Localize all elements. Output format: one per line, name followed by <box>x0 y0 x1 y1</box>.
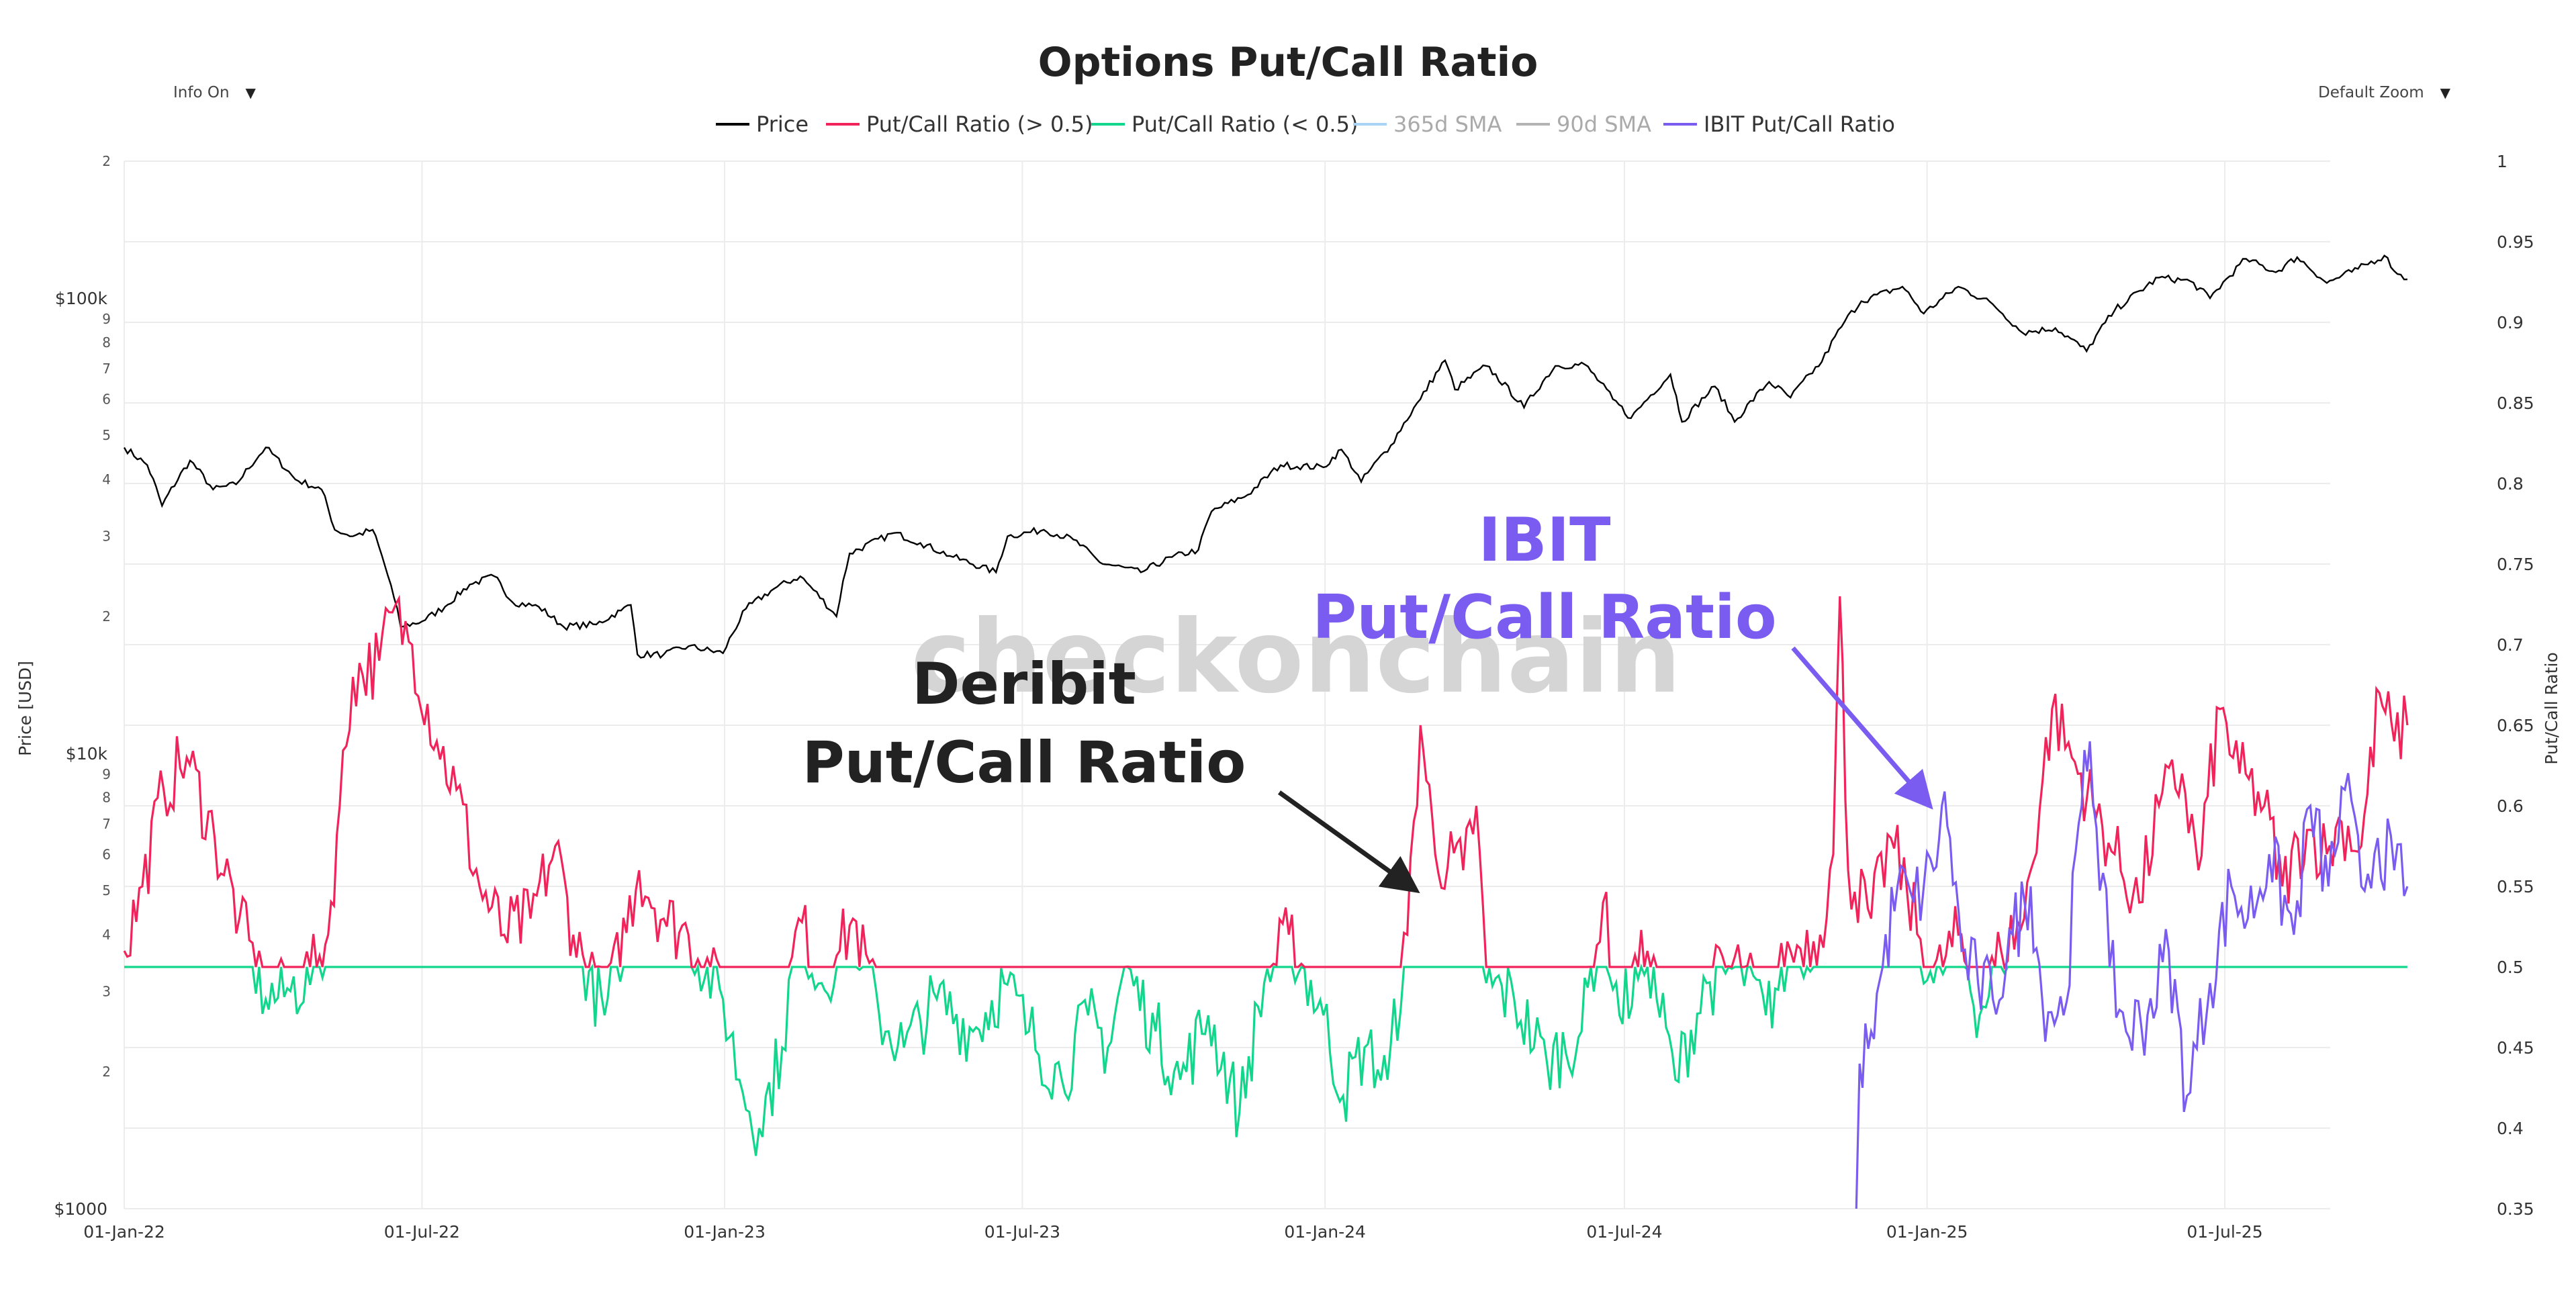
y-right-tick-label: 0.5 <box>2497 958 2524 977</box>
legend: Price Put/Call Ratio (> 0.5) Put/Call Rati… <box>716 111 1895 137</box>
x-tick-label: 01-Jul-25 <box>2187 1222 2262 1242</box>
y-left-tick-label: $1000 <box>54 1199 107 1219</box>
y-right-tick-label: 0.7 <box>2497 635 2524 655</box>
annotation-ibit-line1: IBIT <box>1479 505 1611 575</box>
y-left-minor-tick-label: 4 <box>102 471 111 488</box>
y-right-tick-label: 0.35 <box>2497 1199 2534 1219</box>
y-axis-right-label: Put/Call Ratio <box>2542 652 2561 765</box>
y-right-tick-label: 0.95 <box>2497 232 2534 252</box>
x-tick-label: 01-Jul-23 <box>984 1222 1060 1242</box>
x-tick-label: 01-Jan-23 <box>684 1222 766 1242</box>
y-left-minor-tick-label: 9 <box>102 311 111 327</box>
y-left-minor-tick-label: 2 <box>102 153 111 169</box>
caret-down-icon: ▼ <box>245 85 256 101</box>
y-right-tick-label: 0.55 <box>2497 877 2534 896</box>
legend-label: Price <box>756 111 809 137</box>
y-left-minor-tick-label: 8 <box>102 790 111 806</box>
y-left-minor-tick-label: 4 <box>102 927 111 943</box>
legend-label: IBIT Put/Call Ratio <box>1704 111 1895 137</box>
y-left-minor-tick-label: 2 <box>102 1064 111 1080</box>
zoom-select-dropdown[interactable]: Default Zoom ▼ <box>2306 74 2469 111</box>
x-tick-label: 01-Jul-22 <box>384 1222 460 1242</box>
y-left-minor-tick-label: 7 <box>102 361 111 377</box>
y-right-tick-label: 0.75 <box>2497 555 2534 574</box>
annotation-ibit-arrow <box>1791 646 1933 810</box>
y-right-tick-label: 0.8 <box>2497 474 2524 494</box>
y-right-tick-label: 0.4 <box>2497 1119 2524 1138</box>
y-right-tick-label: 0.6 <box>2497 796 2524 816</box>
series-layer <box>123 254 2409 1209</box>
pcr-above-line <box>123 594 2409 970</box>
x-tick-label: 01-Jan-25 <box>1886 1222 1968 1242</box>
y-left-tick-label: $10k <box>66 744 108 763</box>
y-left-minor-tick-label: 9 <box>102 766 111 782</box>
caret-down-icon: ▼ <box>2440 85 2451 101</box>
x-tick-label: 01-Jul-24 <box>1586 1222 1662 1242</box>
legend-label: Put/Call Ratio (< 0.5) <box>1132 111 1358 137</box>
annotation-deribit-line1: Deribit <box>912 651 1136 718</box>
y-right-tick-label: 1 <box>2497 152 2508 171</box>
zoom-select-label: Default Zoom <box>2318 84 2424 101</box>
y-right-tick-label: 0.85 <box>2497 394 2534 413</box>
x-tick-label: 01-Jan-24 <box>1284 1222 1366 1242</box>
y-right-tick-label: 0.65 <box>2497 716 2534 735</box>
y-left-tick-label: $100k <box>55 289 108 308</box>
annotation-deribit-line2: Put/Call Ratio <box>802 729 1246 796</box>
y-left-minor-tick-label: 6 <box>102 846 111 862</box>
price-line <box>123 254 2407 659</box>
chart-title: Options Put/Call Ratio <box>1038 39 1538 86</box>
pcr-below-line <box>124 963 2407 1156</box>
y-left-minor-tick-label: 6 <box>102 391 111 407</box>
legend-label: Put/Call Ratio (> 0.5) <box>866 111 1093 137</box>
y-left-minor-tick-label: 3 <box>102 984 111 1000</box>
annotation-ibit-line2: Put/Call Ratio <box>1312 582 1776 653</box>
legend-label: 90d SMA <box>1557 111 1651 137</box>
y-right-tick-label: 0.45 <box>2497 1038 2534 1058</box>
y-left-minor-tick-label: 3 <box>102 528 111 545</box>
info-toggle-dropdown[interactable]: Info On ▼ <box>161 74 273 111</box>
y-left-minor-tick-label: 7 <box>102 816 111 832</box>
x-tick-label: 01-Jan-22 <box>83 1222 165 1242</box>
y-left-minor-tick-label: 2 <box>102 608 111 624</box>
ibit-pcr-line <box>1855 741 2409 1209</box>
legend-label: 365d SMA <box>1393 111 1502 137</box>
watermark: checkonchain <box>911 599 1681 716</box>
annotation-deribit-arrow <box>1277 790 1420 894</box>
info-toggle-label: Info On <box>173 84 230 101</box>
y-left-minor-tick-label: 5 <box>102 427 111 443</box>
axis-ticks: 01-Jan-22 01-Jul-22 01-Jan-23 01-Jul-23 01-J… <box>54 152 2534 1242</box>
y-axis-left-label: Price [USD] <box>15 661 35 756</box>
y-left-minor-tick-label: 5 <box>102 882 111 898</box>
y-right-tick-label: 0.9 <box>2497 313 2524 332</box>
y-left-minor-tick-label: 8 <box>102 334 111 351</box>
